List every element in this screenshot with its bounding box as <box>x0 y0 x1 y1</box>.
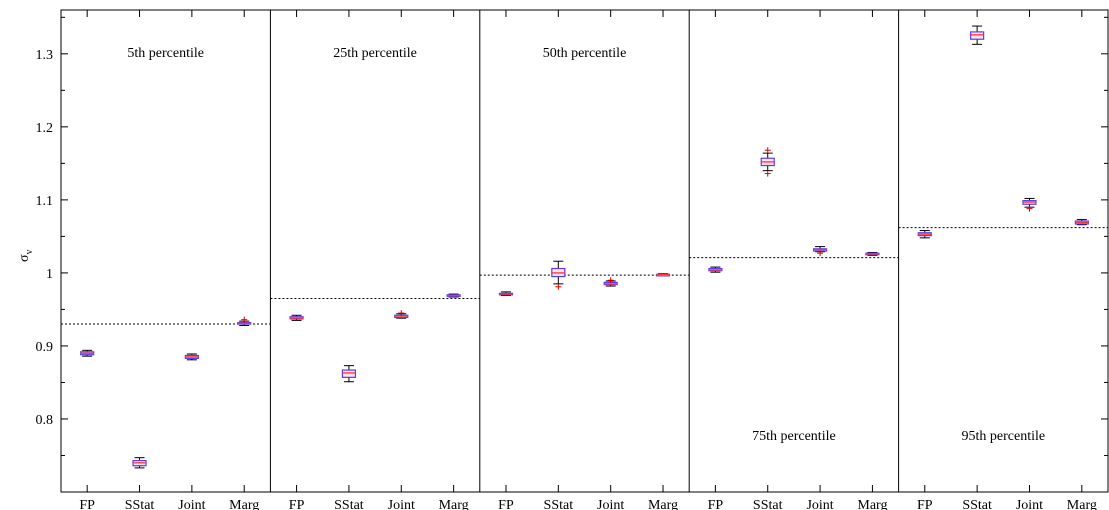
plot-layer: 0.8 0.9 1 1.1 1.2 1.3 5th percentile FP SStat Joi… <box>36 9 1109 510</box>
plot-frame <box>60 9 1109 493</box>
x-tick-label: Marg <box>1067 498 1097 510</box>
x-tick-label: Joint <box>388 498 415 510</box>
y-tick-label: 1.2 <box>36 121 54 136</box>
y-tick-label: 1.1 <box>36 194 54 209</box>
y-axis-label: σv <box>17 249 35 262</box>
y-tick-label: 0.9 <box>36 340 54 355</box>
x-tick-label: SStat <box>125 498 155 510</box>
x-tick-label: FP <box>79 498 95 510</box>
x-tick-label: Joint <box>1016 498 1043 510</box>
x-tick-label: SStat <box>962 498 992 510</box>
panel-label: 50th percentile <box>543 46 627 61</box>
x-tick-label: Marg <box>439 498 469 510</box>
x-tick-label: Marg <box>229 498 259 510</box>
y-axis-label-main: σ <box>17 254 32 262</box>
y-tick-label: 1.3 <box>36 48 54 63</box>
box-SStat <box>341 369 357 378</box>
panel-label: 25th percentile <box>333 46 417 61</box>
x-tick-label: FP <box>708 498 724 510</box>
x-tick-label: Joint <box>597 498 624 510</box>
x-tick-label: SStat <box>334 498 364 510</box>
y-axis-label-subscript: v <box>24 249 35 254</box>
y-tick-label: 0.8 <box>36 413 54 428</box>
x-tick-label: FP <box>498 498 514 510</box>
x-tick-label: SStat <box>753 498 783 510</box>
panel-label: 95th percentile <box>962 429 1046 444</box>
x-tick-label: FP <box>289 498 305 510</box>
x-tick-label: Marg <box>648 498 678 510</box>
x-tick-label: SStat <box>544 498 574 510</box>
x-tick-label: Joint <box>178 498 205 510</box>
x-tick-label: Marg <box>857 498 887 510</box>
x-tick-label: FP <box>917 498 933 510</box>
x-tick-label: Joint <box>806 498 833 510</box>
panel-label: 75th percentile <box>752 429 836 444</box>
panel-label: 5th percentile <box>127 46 204 61</box>
box-SStat <box>970 31 985 40</box>
y-tick-label: 1 <box>46 267 53 282</box>
